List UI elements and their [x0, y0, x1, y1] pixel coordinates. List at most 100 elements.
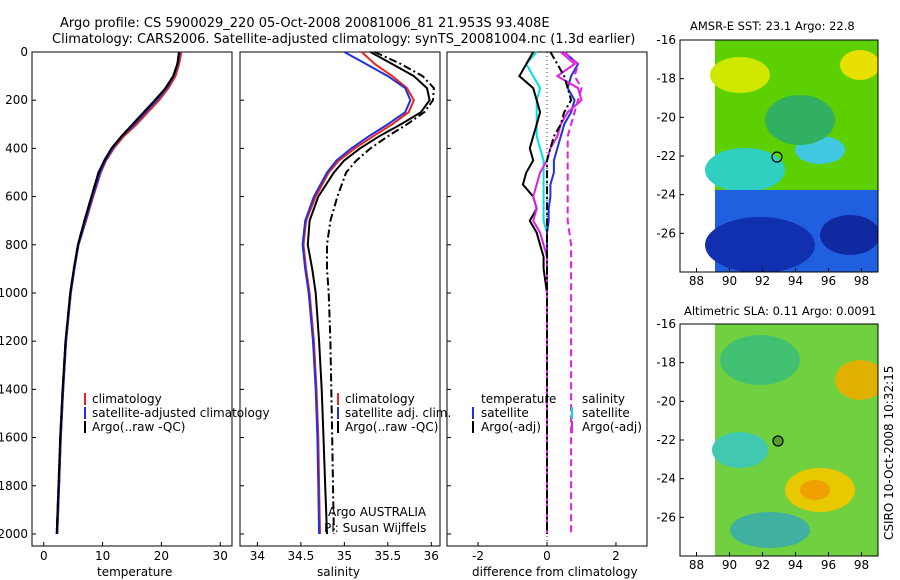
map-y-tick-label: -18 [656, 72, 676, 86]
map-y-tick-label: -20 [656, 110, 676, 124]
legend-label-satellite: satellite-adjusted climatology [92, 406, 270, 420]
x-tick-label: 0 [543, 549, 551, 563]
map-x-tick-label: 96 [821, 558, 836, 572]
map-x-tick-label: 96 [821, 274, 836, 288]
series-line [301, 51, 412, 535]
sst-blob-darkblue [705, 217, 815, 272]
legend-label-argo: Argo(..raw -QC) [92, 420, 185, 434]
x-tick-label: 2 [612, 549, 620, 563]
sst-map-axes: 88 90 92 94 96 98 -16 -18 -20 -22 -24 -26 [656, 33, 869, 288]
sla-map-axes: 88 90 92 94 96 98 -16 -18 -20 -22 -24 -26 [656, 317, 869, 572]
series-line [518, 51, 548, 534]
salinity-axis-label: salinity [317, 565, 360, 579]
series-line [55, 51, 181, 535]
map-x-tick-label: 90 [722, 274, 737, 288]
map-x-tick-label: 94 [788, 558, 803, 572]
map-x-tick-label: 92 [755, 558, 770, 572]
sla-blob-cyan [712, 432, 768, 468]
x-tick-label: 34.5 [288, 549, 315, 563]
salinity-panel [239, 51, 441, 547]
series-line [546, 51, 573, 534]
series-line [306, 51, 431, 535]
sst-blob-yellow [840, 50, 878, 80]
y-tick-label: 1200 [0, 334, 28, 348]
x-tick-label: 35.5 [374, 549, 401, 563]
map-y-tick-label: -18 [656, 356, 676, 370]
temperature-axis-label: temperature [97, 565, 172, 579]
y-tick-label: 1800 [0, 479, 28, 493]
map-x-tick-label: 98 [854, 558, 869, 572]
temperature-profiles [55, 51, 183, 535]
map-x-tick-label: 88 [689, 558, 704, 572]
legend-label-salinity: salinity [582, 392, 625, 406]
series-line [563, 51, 583, 534]
depth-axis: 0 200 400 600 800 1000 1200 1400 1600 1800 2000 [0, 45, 451, 541]
map-x-tick-label: 94 [788, 274, 803, 288]
series-line [326, 51, 435, 535]
map-y-tick-label: -24 [656, 472, 676, 486]
map-x-tick-label: 90 [722, 558, 737, 572]
map-y-tick-label: -24 [656, 188, 676, 202]
x-axes: 0 10 20 30 34 34.5 35 35.5 36 -2 0 2 [40, 542, 620, 563]
map-y-tick-label: -22 [656, 149, 676, 163]
x-tick-label: 36 [424, 549, 439, 563]
map-y-tick-label: -26 [656, 510, 676, 524]
sst-argo-marker [771, 151, 783, 163]
legend-label-sal-satellite: satellite [582, 406, 630, 420]
legend-label-satellite: satellite adj. clim. [345, 406, 451, 420]
y-tick-label: 0 [20, 45, 28, 59]
y-tick-label: 600 [5, 190, 28, 204]
x-tick-label: 20 [154, 549, 169, 563]
sst-heatmap [705, 40, 878, 272]
x-tick-label: 10 [95, 549, 110, 563]
series-line [56, 51, 181, 535]
map-y-tick-label: -22 [656, 433, 676, 447]
legend-label-climatology: climatology [345, 392, 415, 406]
map-y-tick-label: -26 [656, 226, 676, 240]
sla-blob-teal [730, 512, 810, 548]
sla-heatmap [712, 324, 878, 556]
x-tick-label: 34 [250, 549, 265, 563]
y-tick-label: 400 [5, 141, 28, 155]
temperature-panel [31, 51, 233, 547]
sst-blob-green [765, 95, 835, 145]
sla-blob-orange [800, 480, 830, 500]
series-line [302, 51, 416, 535]
sst-blob-cyan [705, 148, 785, 192]
y-tick-label: 800 [5, 238, 28, 252]
y-tick-label: 1400 [0, 382, 28, 396]
temperature-legend: climatology satellite-adjusted climatolo… [84, 392, 270, 434]
legend-label-temperature: temperature [481, 392, 556, 406]
series-line [546, 51, 580, 534]
sla-blob-yellow [835, 360, 878, 400]
difference-profiles [518, 51, 583, 546]
sst-blob-darkblue [820, 215, 878, 255]
salinity-profiles [301, 51, 435, 535]
map-y-tick-label: -20 [656, 394, 676, 408]
x-tick-label: -2 [472, 549, 484, 563]
series-line [55, 51, 181, 535]
x-tick-label: 0 [40, 549, 48, 563]
y-tick-label: 1600 [0, 431, 28, 445]
map-y-tick-label: -16 [656, 33, 676, 47]
sst-blob-yellow [710, 57, 770, 93]
figure-title-line1: Argo profile: CS 5900029_220 05-Oct-2008… [60, 16, 550, 31]
legend-label-argo: Argo(..raw -QC) [345, 420, 438, 434]
figure-title-line2: Climatology: CARS2006. Satellite-adjuste… [52, 32, 635, 47]
x-tick-label: 35 [337, 549, 352, 563]
map-y-tick-label: -16 [656, 317, 676, 331]
legend-label-temp-satellite: satellite [481, 406, 529, 420]
map-x-tick-label: 92 [755, 274, 770, 288]
y-tick-label: 200 [5, 93, 28, 107]
y-tick-label: 2000 [0, 527, 28, 541]
legend-label-sal-argo: Argo(-adj) [582, 420, 642, 434]
map-x-tick-label: 98 [854, 274, 869, 288]
map-x-tick-label: 88 [689, 274, 704, 288]
csiro-timestamp: CSIRO 10-Oct-2008 10:32:15 [882, 366, 896, 540]
y-tick-label: 1000 [0, 286, 28, 300]
series-line [532, 51, 583, 534]
annotation-argo-australia: Argo AUSTRALIA [328, 505, 427, 519]
x-tick-label: 30 [213, 549, 228, 563]
difference-axis-label: difference from climatology [472, 565, 638, 579]
sla-argo-marker [772, 435, 784, 447]
